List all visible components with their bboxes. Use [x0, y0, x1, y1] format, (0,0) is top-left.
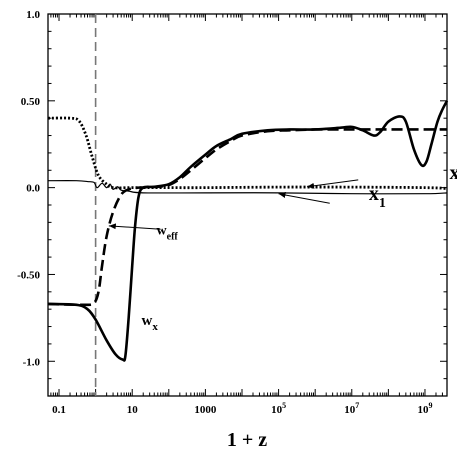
x-tick-label-exponent: 7	[355, 401, 359, 410]
annotation-wx-label: wx	[141, 313, 158, 333]
x-tick-label: 105	[271, 401, 286, 416]
x-tick-label: 0.1	[52, 404, 66, 416]
annotation-x2-arrow	[306, 179, 359, 189]
series-weff-line	[47, 128, 447, 307]
x-tick-label-base: 10	[271, 404, 283, 416]
annotation-x1-arrow	[278, 192, 330, 204]
x-tick-label-exponent: 5	[282, 401, 286, 410]
x-tick-label-base: 0.1	[52, 404, 66, 416]
annotation-weff-text: w	[157, 224, 168, 239]
y-tick-label: -0.50	[17, 269, 40, 281]
annotation-x1-subscript: 1	[379, 196, 386, 211]
plot-frame	[47, 13, 448, 397]
annotations-group: x2x1weffwx	[108, 162, 457, 333]
annotation-x2-label: x2	[450, 162, 457, 190]
annotation-wx-subscript: x	[152, 321, 158, 333]
annotation-weff-label: weff	[157, 224, 179, 243]
x-tick-label-exponent: 9	[428, 401, 432, 410]
x-tick-label: 1000	[194, 404, 217, 416]
series-wx-line	[47, 100, 449, 362]
y-tick-label: -1.0	[23, 356, 41, 368]
x-tick-label-base: 10	[344, 404, 356, 416]
annotation-weff-subscript: eff	[167, 232, 179, 243]
tick-marks	[47, 13, 448, 397]
x-axis-title: 1 + z	[227, 429, 267, 451]
x-tick-label: 107	[344, 401, 359, 416]
y-tick-label: 0.0	[26, 183, 40, 195]
series-group	[47, 100, 449, 362]
annotation-wx-text: w	[141, 313, 152, 329]
x-tick-label-base: 1000	[194, 404, 217, 416]
y-tick-label: 0.50	[21, 96, 41, 108]
annotation-x1-text: x	[369, 183, 379, 205]
y-tick-label: 1.0	[26, 9, 40, 21]
x-tick-label-base: 10	[417, 404, 429, 416]
annotation-x2-text: x	[450, 162, 457, 184]
series-x1-line	[47, 180, 448, 195]
annotation-x1-label: x1	[369, 183, 386, 211]
x-tick-label-base: 10	[127, 404, 139, 416]
x-tick-label: 109	[417, 401, 432, 416]
series-x2-line	[47, 116, 448, 190]
annotation-weff-arrow	[108, 223, 161, 230]
x-tick-label: 10	[127, 404, 139, 416]
